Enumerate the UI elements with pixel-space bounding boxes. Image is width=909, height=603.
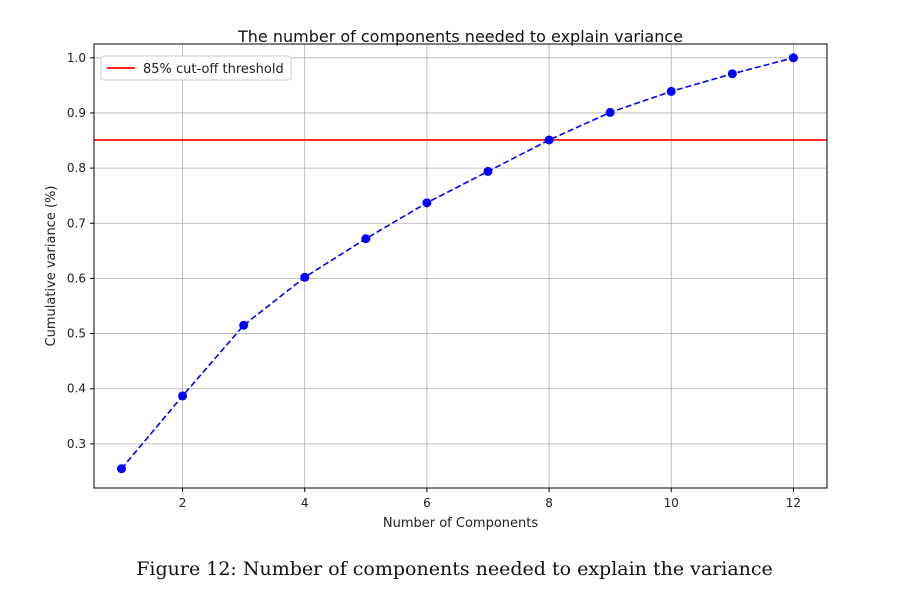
y-axis-label: Cumulative variance (%): [44, 186, 59, 347]
y-tick-label: 0.3: [67, 437, 86, 451]
legend: 85% cut-off threshold: [100, 55, 292, 81]
pca-variance-chart: 2 4 6 8 10 12 0.3 0.4 0.5 0.6 0.7 0.8 0.9 1.0 The num…: [44, 27, 828, 531]
y-tick-label: 0.4: [67, 382, 86, 396]
data-point: [239, 320, 249, 330]
y-tick-label: 0.7: [67, 216, 86, 230]
data-point: [544, 135, 554, 145]
data-point: [422, 198, 432, 208]
data-point: [666, 86, 676, 96]
y-tick-label: 0.5: [67, 327, 86, 341]
grid: [94, 44, 827, 488]
chart-title: The number of components needed to expla…: [237, 27, 683, 46]
figure-caption: Figure 12: Number of components needed t…: [136, 558, 773, 580]
data-point: [300, 272, 310, 282]
data-points: [116, 53, 798, 474]
x-tick-label: 10: [664, 496, 679, 510]
legend-label: 85% cut-off threshold: [143, 62, 284, 77]
y-tick-label: 0.9: [67, 106, 86, 120]
legend-box: [100, 55, 292, 81]
plot-frame: [93, 43, 828, 489]
data-point: [727, 69, 737, 79]
y-tick-label: 1.0: [67, 51, 86, 65]
x-tick-label: 4: [301, 496, 309, 510]
data-point: [178, 391, 188, 401]
axis-ticks: 2 4 6 8 10 12 0.3 0.4 0.5 0.6 0.7 0.8 0.9 1.0: [67, 51, 801, 510]
y-tick-label: 0.8: [67, 161, 86, 175]
data-point: [116, 464, 126, 474]
x-tick-label: 6: [423, 496, 431, 510]
series-line: [120, 57, 794, 470]
data-point: [483, 166, 493, 176]
data-point: [788, 53, 798, 63]
y-tick-label: 0.6: [67, 271, 86, 285]
x-axis-label: Number of Components: [383, 516, 538, 531]
data-point: [361, 234, 371, 244]
x-tick-label: 8: [545, 496, 553, 510]
x-tick-label: 2: [179, 496, 187, 510]
x-tick-label: 12: [786, 496, 801, 510]
data-point: [605, 107, 615, 117]
